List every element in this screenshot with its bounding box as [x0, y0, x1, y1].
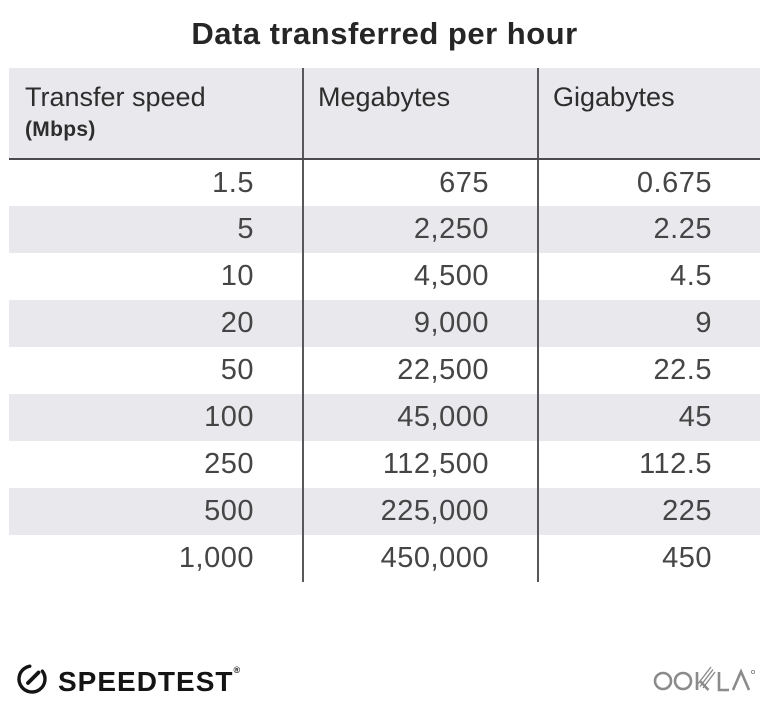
gigabytes-cell: 450 — [537, 535, 760, 582]
speed-cell: 250 — [204, 448, 254, 480]
table-row: 5 2,250 2.25 — [9, 206, 760, 253]
speed-cell: 10 — [220, 260, 254, 292]
table-row: 10 4,500 4.5 — [9, 253, 760, 300]
megabytes-cell: 45,000 — [302, 394, 538, 441]
speed-cell: 20 — [9, 300, 303, 347]
gigabytes-cell: 225 — [537, 488, 760, 535]
ookla-logo — [653, 664, 757, 699]
speed-cell: 5 — [9, 206, 303, 253]
megabytes-cell: 225,000 — [302, 488, 538, 535]
gigabytes-cell: 2.25 — [537, 206, 760, 253]
header-megabytes: Megabytes — [302, 68, 538, 160]
gigabytes-cell: 0.675 — [537, 159, 760, 206]
megabytes-cell: 112,500 — [302, 441, 538, 488]
table-row: 20 9,000 9 — [9, 300, 760, 347]
table-row: 1.5 675 0.675 — [9, 159, 760, 206]
megabytes-cell: 450,000 — [302, 535, 538, 582]
header-row: Transfer speed (Mbps) Megabytes Gigabyte… — [9, 68, 760, 160]
table-row: 100 45,000 45 — [9, 394, 760, 441]
megabytes-cell: 4,500 — [302, 253, 538, 300]
gigabytes-cell: 22.5 — [537, 347, 760, 394]
header-transfer-speed: Transfer speed (Mbps) — [9, 68, 303, 160]
speedtest-gauge-icon — [14, 661, 50, 702]
table-row: 1,000 450,000 450 — [9, 535, 760, 582]
megabytes-cell: 9,000 — [302, 300, 538, 347]
gigabytes-cell: 9 — [537, 300, 760, 347]
speedtest-logo: SPEEDTEST® — [14, 661, 241, 702]
registered-trademark-mark: ® — [233, 664, 242, 675]
speed-cell: 100 — [9, 394, 303, 441]
header-mbps-unit: (Mbps) — [25, 118, 96, 141]
gigabytes-cell: 4.5 — [537, 253, 760, 300]
gigabytes-cell: 45 — [537, 394, 760, 441]
megabytes-cell: 675 — [302, 159, 538, 206]
page-title: Data transferred per hour — [191, 16, 578, 51]
table-row: 500 225,000 225 — [9, 488, 760, 535]
gigabytes-cell: 112.5 — [537, 441, 760, 488]
speed-cell: 50 — [220, 354, 254, 386]
ookla-wordmark-icon — [653, 664, 757, 699]
footer: SPEEDTEST® — [0, 661, 769, 702]
data-transfer-table: Transfer speed (Mbps) Megabytes Gigabyte… — [9, 68, 760, 582]
speedtest-wordmark: SPEEDTEST® — [58, 664, 242, 697]
megabytes-cell: 22,500 — [302, 347, 538, 394]
speed-cell: 1,000 — [178, 542, 254, 574]
table-row: 250 112,500 112.5 — [9, 441, 760, 488]
table-row: 50 22,500 22.5 — [9, 347, 760, 394]
speed-cell: 500 — [9, 488, 303, 535]
header-gigabytes: Gigabytes — [537, 68, 760, 160]
header-transfer-speed-label: Transfer speed — [25, 82, 206, 112]
megabytes-cell: 2,250 — [302, 206, 538, 253]
speed-cell: 1.5 — [212, 166, 254, 199]
